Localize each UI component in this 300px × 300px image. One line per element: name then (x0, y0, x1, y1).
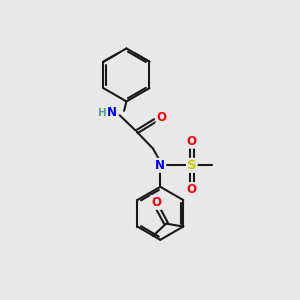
Text: O: O (157, 110, 166, 124)
Text: H: H (98, 108, 107, 118)
Text: O: O (187, 135, 197, 148)
Text: S: S (187, 159, 196, 172)
Text: N: N (107, 106, 117, 119)
Text: O: O (187, 183, 197, 196)
Text: O: O (151, 196, 161, 209)
Text: N: N (155, 159, 165, 172)
